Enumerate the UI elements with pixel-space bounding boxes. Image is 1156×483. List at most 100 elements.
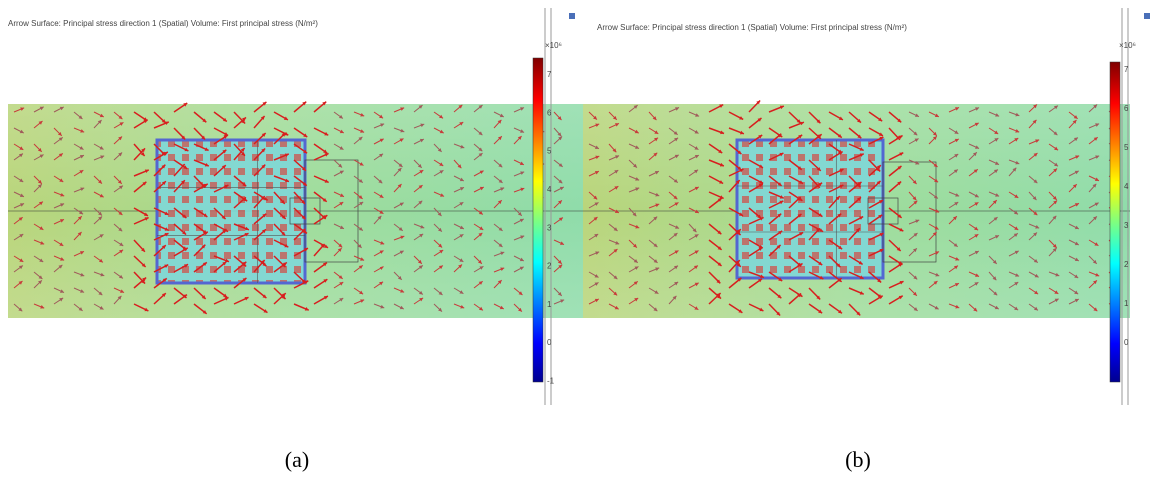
arrow-head	[418, 105, 423, 109]
arrow-head	[633, 259, 638, 263]
arrow-head	[879, 136, 884, 141]
arrow-head	[478, 153, 483, 157]
arrow-head	[203, 231, 208, 236]
arrow-head	[758, 134, 763, 139]
arrow-head	[498, 179, 503, 183]
arrow-head	[558, 163, 563, 167]
arrow-head	[284, 243, 289, 248]
arrow-head	[735, 180, 740, 184]
arrow-head	[655, 267, 660, 271]
view-icon	[1144, 13, 1150, 19]
arrow-head	[992, 276, 997, 281]
arrow-head	[694, 250, 699, 254]
arrow-head	[164, 233, 169, 237]
colorbar-tick-label: 7	[547, 70, 552, 79]
arrow-head	[995, 235, 1000, 239]
arrow-head	[97, 120, 102, 124]
arrow-head	[1014, 306, 1019, 311]
arrow-head	[897, 214, 902, 218]
arrow-head	[777, 182, 782, 186]
arrow-head	[261, 133, 266, 137]
arrow-head	[593, 217, 598, 221]
arrow-head	[380, 304, 385, 309]
arrow-head	[1035, 225, 1040, 229]
colorbar-tick-label: 1	[547, 300, 552, 309]
arrow-head	[878, 295, 883, 300]
arrow-head	[519, 266, 524, 271]
arrow-head	[242, 182, 247, 187]
arrow-head	[1014, 282, 1019, 286]
arrow-head	[339, 298, 344, 302]
arrow-head	[141, 279, 146, 284]
arrow-head	[418, 185, 423, 189]
arrow-head	[320, 243, 325, 248]
arrow-head	[1053, 200, 1058, 205]
arrow-head	[38, 280, 42, 285]
arrow-head	[717, 262, 722, 266]
arrow-head	[818, 261, 823, 266]
arrow-head	[654, 290, 659, 294]
arrow-head	[438, 227, 442, 232]
arrow-head	[18, 307, 23, 312]
arrow-head	[180, 164, 185, 168]
arrow-head	[635, 187, 640, 191]
arrow-head	[758, 278, 763, 283]
arrow-head	[1054, 162, 1059, 167]
arrow-head	[1074, 225, 1079, 230]
arrow-head	[1034, 273, 1039, 278]
arrow-head	[915, 161, 920, 165]
arrow-head	[955, 107, 960, 111]
arrow-head	[337, 248, 342, 252]
arrow-head	[520, 171, 525, 175]
arrow-head	[974, 282, 979, 286]
arrow-head	[1092, 259, 1097, 264]
arrow-head	[1074, 241, 1079, 246]
arrow-head	[39, 258, 44, 262]
arrow-head	[323, 149, 328, 154]
arrow-head	[932, 232, 937, 236]
arrow-head	[720, 130, 725, 135]
arrow-head	[380, 123, 385, 127]
arrow-head	[694, 186, 699, 191]
arrow-head	[898, 263, 903, 267]
arrow-head	[182, 214, 187, 219]
arrow-head	[932, 131, 937, 136]
arrow-head	[281, 231, 286, 236]
colorbar-multiplier: ×10⁶	[1119, 41, 1136, 50]
arrow-head	[358, 178, 363, 183]
arrow-head	[614, 186, 619, 190]
arrow-head	[478, 232, 483, 237]
arrow-head	[202, 262, 207, 267]
arrow-head	[379, 114, 384, 119]
arrow-head	[933, 194, 938, 199]
arrow-head	[19, 129, 24, 134]
arrow-head	[182, 230, 187, 235]
arrow-head	[1013, 233, 1018, 237]
colorbar	[1109, 61, 1121, 383]
arrow-head	[420, 224, 425, 229]
arrow-head	[400, 235, 405, 240]
arrow-head	[141, 247, 145, 252]
arrow-head	[913, 200, 918, 205]
arrow-head	[614, 209, 619, 213]
arrow-head	[379, 250, 384, 254]
arrow-head	[1074, 290, 1079, 295]
arrow-head	[993, 217, 998, 221]
arrow-head	[301, 228, 306, 233]
arrow-head	[323, 215, 328, 219]
colorbar-tick-label: 2	[547, 262, 552, 271]
arrow-head	[816, 119, 821, 124]
arrow-head	[379, 194, 384, 198]
arrow-head	[759, 180, 764, 184]
arrow-head	[260, 115, 265, 120]
arrow-head	[1052, 215, 1057, 220]
arrow-head	[498, 163, 503, 168]
arrow-head	[559, 186, 564, 191]
arrow-head	[323, 279, 328, 283]
arrow-head	[302, 181, 307, 186]
arrow-head	[281, 215, 286, 219]
arrow-head	[915, 219, 920, 224]
arrow-head	[203, 213, 208, 217]
arrow-head	[738, 212, 743, 216]
arrow-head	[439, 170, 444, 174]
